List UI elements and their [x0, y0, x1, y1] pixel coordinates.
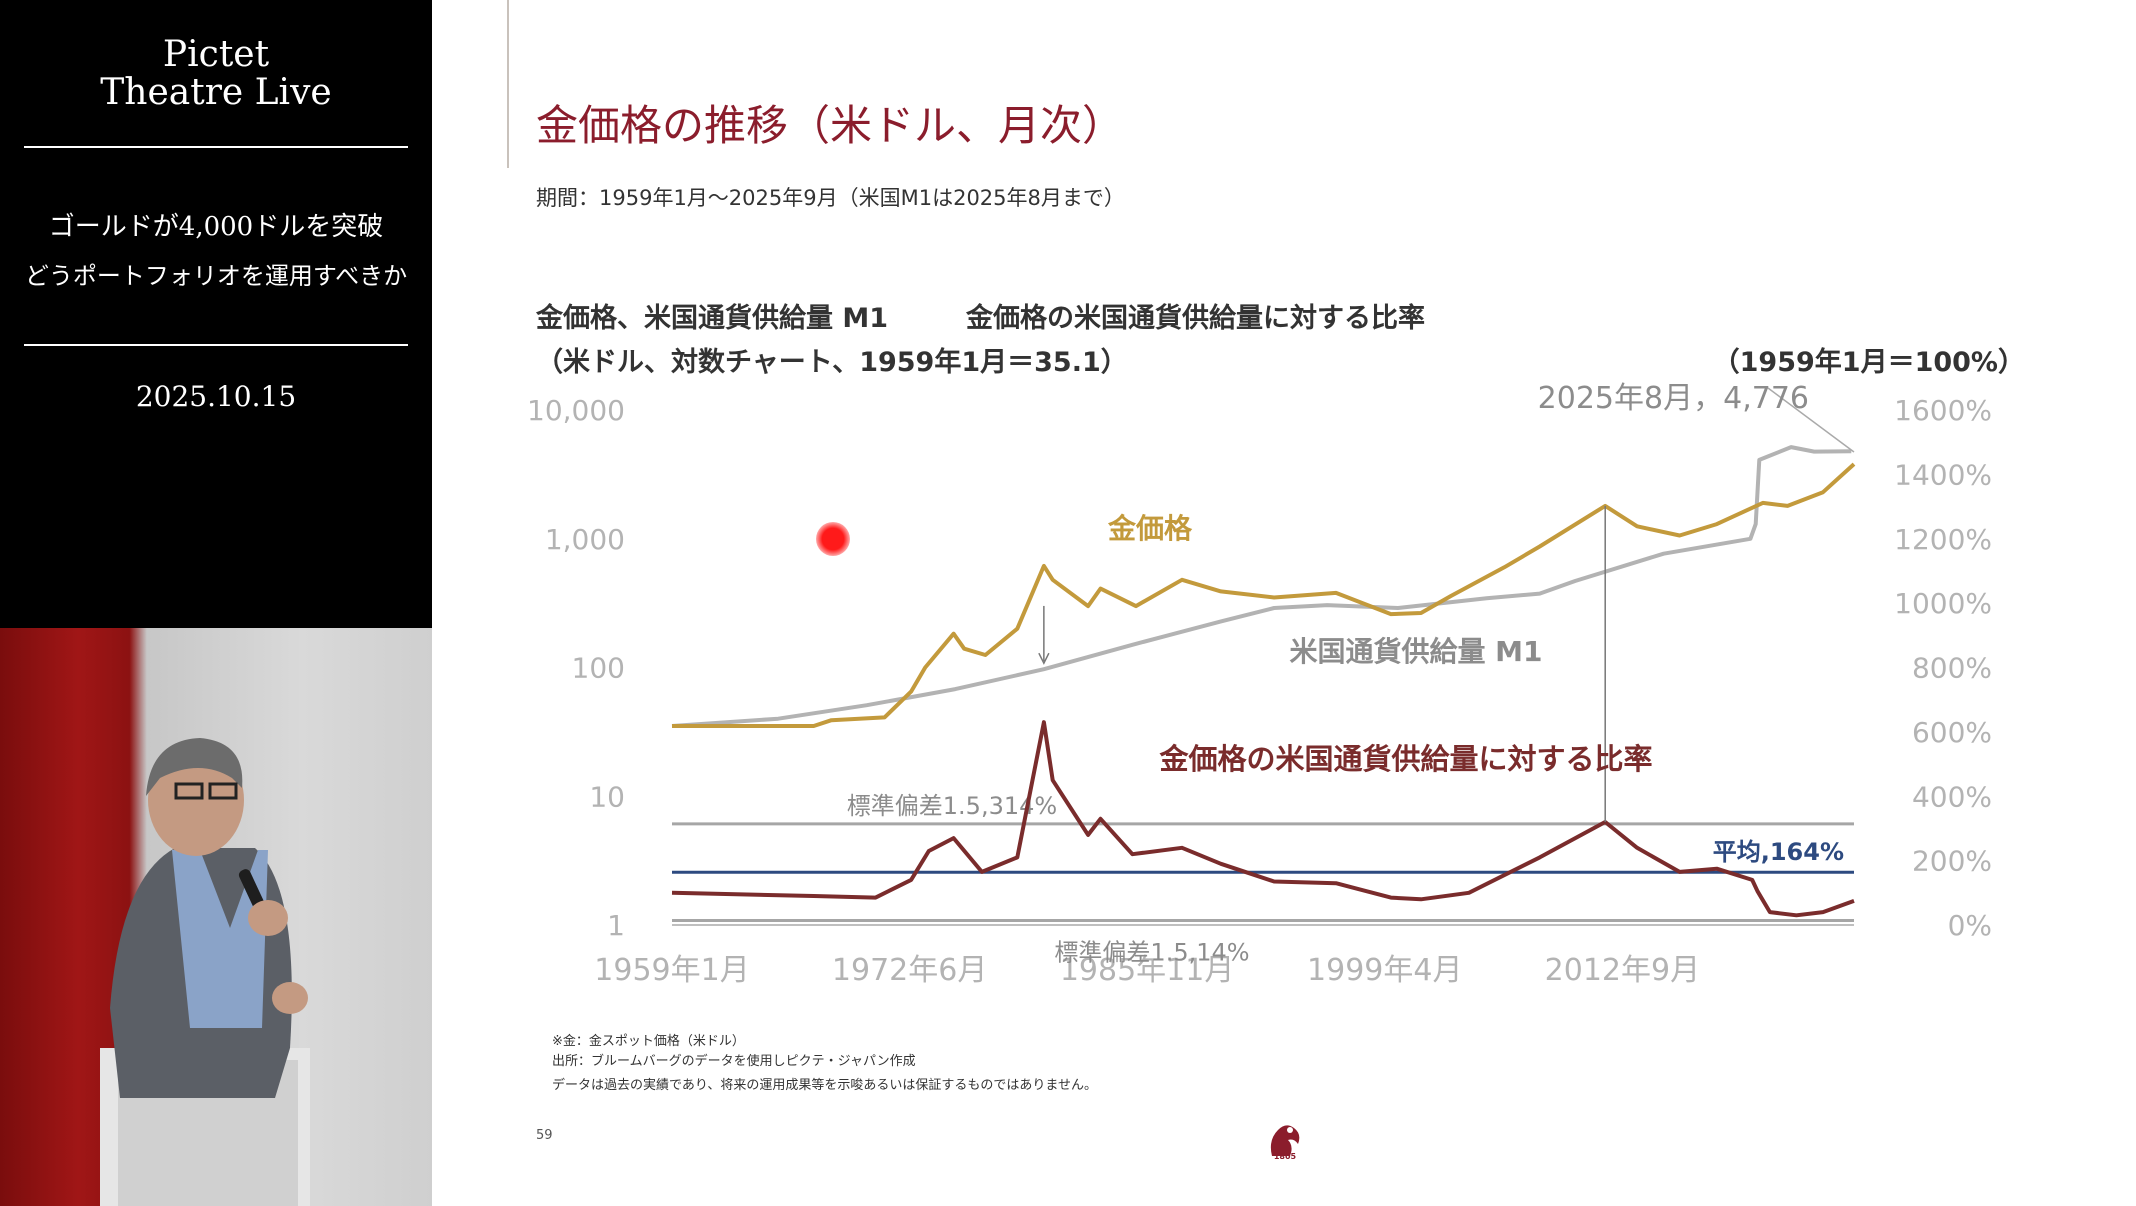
title-accent-line	[507, 0, 509, 168]
gap-arrow-head	[1038, 652, 1050, 665]
gold-to-m1-ratio-line	[671, 720, 1855, 918]
right-axis-tick-label: 1600%	[1894, 394, 1992, 427]
right-axis-title-line2: （1959年1月＝100%）	[1712, 347, 2025, 378]
callout-leader-line	[1767, 387, 1855, 453]
left-axis-tick-label: 1	[607, 909, 625, 942]
topic-line2: どうポートフォリオを運用すべきか	[24, 262, 408, 290]
left-axis-tick-label: 100	[572, 652, 625, 685]
gold-price-line	[672, 462, 1856, 728]
footnote-3: データは過去の実績であり、将来の運用成果等を示唆あるいは保証するものではありませ…	[552, 1078, 1097, 1093]
ratio-series-label: 金価格の米国通貨供給量に対する比率	[1158, 742, 1652, 776]
left-axis-tick-label: 1,000	[545, 523, 625, 556]
logo-year: 1805	[1273, 1152, 1297, 1161]
callout-label: 2025年8月，4,776	[1538, 381, 1809, 416]
reference-line-label: 標準偏差1.5,314%	[847, 792, 1057, 820]
divider	[24, 146, 408, 148]
speaker-video	[0, 628, 432, 1206]
right-axis-title-line1: 金価格の米国通貨供給量に対する比率	[966, 303, 1425, 334]
right-axis-tick-label: 1200%	[1894, 523, 1992, 556]
left-axis-title-line1: 金価格、米国通貨供給量 M1	[536, 303, 889, 334]
m1-series-label: 米国通貨供給量 M1	[1289, 635, 1542, 668]
x-axis-tick-label: 1999年4月	[1307, 953, 1462, 988]
overlay-left-panel: Pictet Theatre Live ゴールドが4,000ドルを突破 どうポー…	[0, 0, 432, 628]
right-axis-tick-label: 600%	[1912, 716, 1992, 749]
right-axis-tick-label: 200%	[1912, 845, 1992, 878]
presentation-slide: 金価格の推移（米ドル、月次） 期間：1959年1月～2025年9月（米国M1は2…	[432, 0, 2136, 1206]
x-axis-tick-label: 1959年1月	[594, 953, 749, 988]
left-axis-tick-label: 10,000	[527, 394, 625, 427]
right-axis-tick-label: 1400%	[1894, 458, 1992, 491]
gold-series-label: 金価格	[1107, 512, 1193, 545]
laser-pointer-dot	[816, 522, 850, 556]
right-axis-tick-label: 1000%	[1894, 587, 1992, 620]
pictet-lion-logo-icon	[1270, 1125, 1300, 1156]
footnote-1: ※金：金スポット価格（米ドル）	[552, 1034, 745, 1049]
gold-price-chart: 1 10 100 1,000 10,000 0% 200% 400% 600% 800% 1000%…	[527, 381, 1992, 988]
right-axis-tick-label: 800%	[1912, 652, 1992, 685]
speaker-figure	[100, 738, 310, 1206]
right-axis-tick-label: 0%	[1948, 909, 1992, 942]
x-axis-tick-label: 2012年9月	[1545, 953, 1700, 988]
topic-line1: ゴールドが4,000ドルを突破	[48, 212, 384, 242]
left-axis-title-line2: （米ドル、対数チャート、1959年1月＝35.1）	[536, 347, 1128, 378]
reference-line-label: 平均,164%	[1713, 838, 1844, 866]
slide-title: 金価格の推移（米ドル、月次）	[536, 101, 1125, 150]
left-axis-tick-label: 10	[589, 780, 625, 813]
m1-money-supply-line	[671, 445, 1852, 728]
period-note: 期間：1959年1月～2025年9月（米国M1は2025年8月まで）	[536, 186, 1125, 210]
divider	[24, 344, 408, 346]
event-date: 2025.10.15	[135, 380, 297, 413]
x-axis-tick-label: 1985年11月	[1060, 953, 1235, 988]
page-number: 59	[536, 1128, 553, 1143]
brand-line1: Pictet	[162, 34, 270, 75]
right-axis-tick-label: 400%	[1912, 780, 1992, 813]
brand-line2: Theatre Live	[100, 72, 332, 113]
reference-line-label: 標準偏差1.5,14%	[1054, 938, 1249, 966]
footnote-2: 出所：ブルームバーグのデータを使用しピクテ・ジャパン作成	[552, 1054, 916, 1069]
x-axis-tick-label: 1972年6月	[832, 953, 987, 988]
